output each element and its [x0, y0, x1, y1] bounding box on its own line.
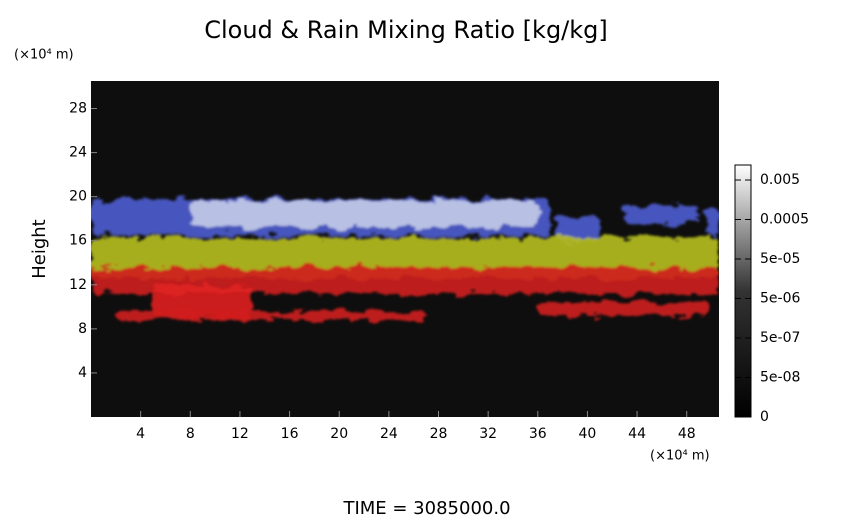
x-unit-label: (×10⁴ m) [650, 449, 710, 464]
y-tick-label: 4 [78, 365, 87, 381]
y-axis-title: Height [29, 219, 50, 279]
x-tick-label: 8 [186, 426, 195, 442]
colorbar-tick-label: 0.0005 [760, 212, 809, 228]
y-tick-label: 16 [69, 233, 87, 249]
x-tick-label: 44 [628, 426, 646, 442]
x-tick-label: 40 [579, 426, 597, 442]
y-unit-label: (×10⁴ m) [14, 48, 74, 63]
x-tick-label: 20 [330, 426, 348, 442]
chart-title: Cloud & Rain Mixing Ratio [kg/kg] [204, 16, 608, 44]
cloud-layer [537, 302, 712, 316]
x-tick-label: 12 [231, 426, 249, 442]
colorbar-tick-label: 0 [760, 409, 769, 425]
x-tick-label: 24 [380, 426, 398, 442]
cloud-layer [115, 311, 427, 321]
time-label: TIME = 3085000.0 [342, 498, 510, 519]
y-tick-label: 20 [69, 189, 87, 205]
colorbar-tick-label: 0.005 [760, 172, 800, 188]
x-tick-label: 28 [430, 426, 448, 442]
cloud-layer [190, 201, 538, 228]
colorbar-tick-label: 5e-05 [760, 251, 800, 267]
x-tick-label: 48 [678, 426, 696, 442]
y-tick-label: 8 [78, 321, 87, 337]
x-tick-label: 16 [281, 426, 299, 442]
y-tick-label: 28 [69, 101, 87, 117]
cloud-layer [624, 205, 700, 225]
colorbar-tick-label: 5e-06 [760, 291, 800, 307]
x-tick-label: 32 [479, 426, 497, 442]
y-tick-label: 12 [69, 277, 87, 293]
colorbar [734, 164, 752, 418]
cloud-layer [153, 284, 253, 318]
field [91, 198, 719, 321]
cloud-layer [705, 207, 719, 236]
x-tick-label: 4 [136, 426, 145, 442]
colorbar-tick-label: 5e-07 [760, 330, 800, 346]
cloud-layer [556, 216, 600, 241]
x-tick-label: 36 [529, 426, 547, 442]
colorbar-tick-label: 5e-08 [760, 370, 800, 386]
y-tick-label: 24 [69, 145, 87, 161]
